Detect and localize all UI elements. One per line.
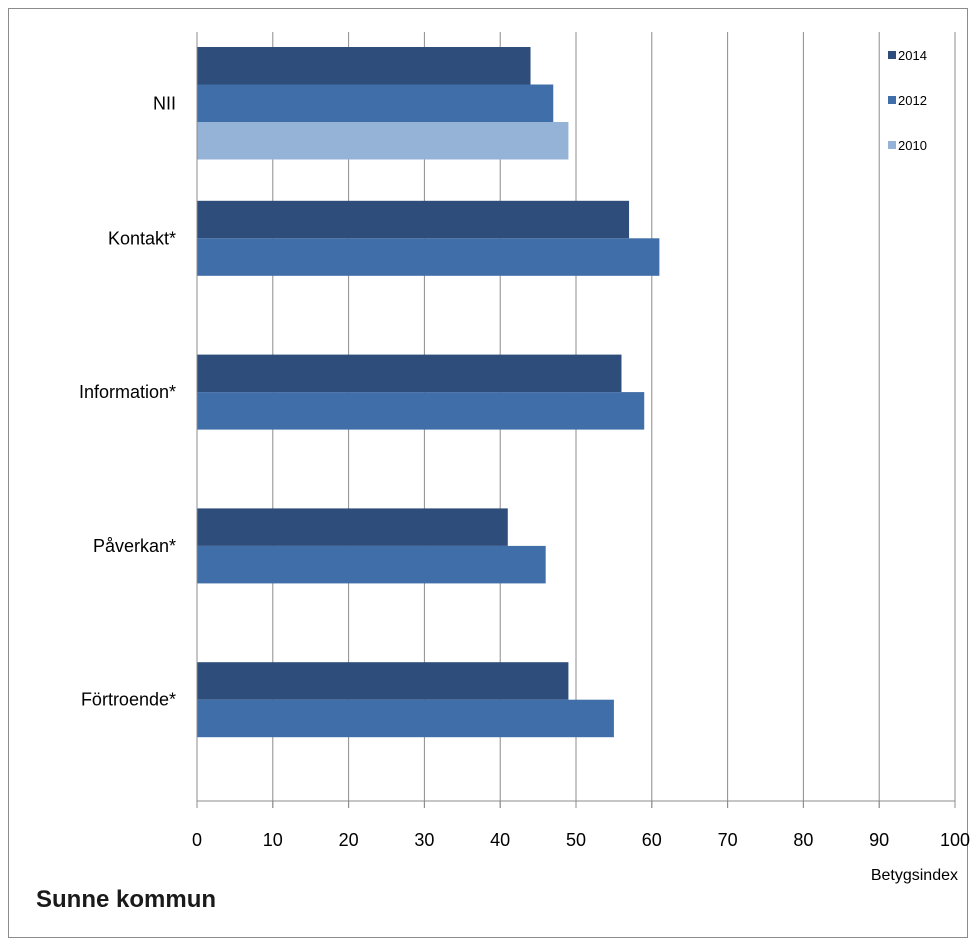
legend-swatch (888, 141, 896, 149)
x-tick-label: 50 (566, 830, 586, 850)
bar (197, 354, 622, 393)
x-tick-label: 0 (192, 830, 202, 850)
bar (197, 238, 660, 276)
bar (197, 699, 614, 738)
bar (197, 662, 569, 700)
bar (197, 392, 645, 430)
legend-label: 2014 (898, 48, 927, 63)
x-tick-label: 30 (414, 830, 434, 850)
y-axis: NII Kontakt* Information* Påverkan* Förtroen… (79, 32, 198, 808)
category-label: NII (153, 93, 176, 113)
x-tick-label: 80 (793, 830, 813, 850)
x-axis: 0 10 20 30 40 50 60 70 80 90 100 (192, 800, 970, 850)
x-axis-title: Betygsindex (871, 867, 958, 884)
x-tick-label: 40 (490, 830, 510, 850)
x-tick-label: 10 (263, 830, 283, 850)
legend-label: 2012 (898, 93, 927, 108)
x-tick-label: 70 (718, 830, 738, 850)
legend-swatch (888, 51, 896, 59)
category-label: Påverkan* (93, 536, 176, 556)
bar (197, 200, 630, 239)
bar (197, 545, 546, 584)
category-label: Kontakt* (108, 228, 176, 248)
x-tick-label: 60 (642, 830, 662, 850)
chart-frame (8, 8, 968, 938)
category-label: Förtroende* (81, 690, 176, 710)
x-tick-label: 90 (869, 830, 889, 850)
legend: 2014 2012 2010 (888, 48, 927, 153)
bar (197, 122, 569, 160)
bar (197, 47, 531, 85)
bars (197, 47, 660, 738)
legend-label: 2010 (898, 138, 927, 153)
category-label: Information* (79, 382, 176, 402)
x-tick-label: 100 (940, 830, 970, 850)
x-tick-label: 20 (339, 830, 359, 850)
bar (197, 84, 554, 122)
bar (197, 508, 508, 546)
page-title: Sunne kommun (36, 886, 217, 913)
legend-swatch (888, 96, 896, 104)
